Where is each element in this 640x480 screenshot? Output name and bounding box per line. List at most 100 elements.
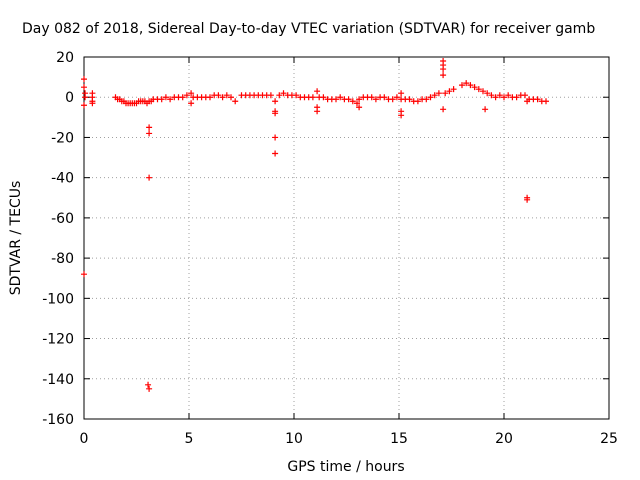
y-tick-label: 20 (56, 50, 74, 66)
y-tick-label: -160 (42, 412, 74, 428)
data-point (406, 96, 413, 103)
data-point (188, 100, 195, 107)
data-point (543, 98, 549, 105)
data-point (467, 82, 474, 89)
data-point (81, 102, 87, 109)
y-tick-label: -120 (42, 332, 74, 348)
chart-title: Day 082 of 2018, Sidereal Day-to-day VTE… (22, 21, 595, 37)
x-tick-label: 15 (390, 431, 408, 447)
x-tick-label: 25 (600, 431, 618, 447)
data-point (146, 124, 153, 131)
data-point (496, 92, 503, 99)
data-point (293, 92, 300, 99)
x-axis-label: GPS time / hours (287, 459, 404, 475)
data-point (167, 96, 174, 103)
data-points (81, 58, 549, 392)
data-point (482, 106, 489, 113)
data-point (207, 94, 213, 101)
data-point (232, 98, 239, 105)
data-point (372, 96, 379, 103)
data-point (309, 94, 316, 101)
data-point (219, 94, 226, 101)
data-point (475, 86, 482, 93)
data-point (81, 84, 87, 91)
x-tick-label: 5 (185, 431, 194, 447)
x-tick-label: 20 (495, 431, 513, 447)
data-point (423, 96, 430, 103)
data-point (505, 92, 512, 99)
data-point (146, 174, 153, 181)
data-point (183, 92, 190, 99)
data-point (276, 92, 283, 99)
data-point (488, 92, 495, 99)
data-point (272, 134, 279, 141)
data-point (450, 86, 457, 93)
data-point (188, 90, 195, 97)
data-point (158, 96, 165, 103)
y-tick-label: 0 (65, 90, 74, 106)
data-point (345, 96, 352, 103)
data-point (480, 88, 486, 95)
data-point (179, 94, 186, 101)
data-point (440, 72, 447, 79)
data-point (280, 90, 287, 97)
data-point (431, 92, 438, 99)
data-point (501, 94, 507, 101)
plot-frame (83, 56, 610, 420)
data-point (522, 92, 528, 99)
y-tick-label: -40 (51, 171, 74, 187)
data-point (442, 90, 449, 97)
data-point (463, 80, 470, 87)
data-point (89, 100, 96, 107)
y-axis-label: SDTVAR / TECUs (8, 181, 24, 296)
y-tick-label: -80 (51, 251, 74, 267)
data-point (459, 82, 465, 89)
data-point (215, 92, 222, 99)
data-point (145, 381, 152, 388)
data-point (440, 66, 447, 73)
data-point (267, 92, 274, 99)
data-point (414, 98, 421, 105)
data-point (513, 94, 520, 101)
data-point (223, 92, 230, 99)
data-point (440, 106, 447, 113)
data-point (446, 88, 453, 95)
data-point (314, 88, 321, 95)
data-point (349, 98, 356, 105)
data-point (393, 94, 400, 101)
data-point (337, 94, 344, 101)
x-axis: 0 5 10 15 20 25 (80, 57, 618, 447)
x-tick-label: 0 (80, 431, 89, 447)
data-point (354, 100, 360, 107)
data-point (435, 90, 442, 97)
data-point (314, 108, 321, 115)
data-point (81, 76, 87, 83)
data-point (272, 98, 279, 105)
data-point (398, 112, 405, 119)
data-point (381, 94, 388, 101)
y-tick-label: -100 (42, 291, 74, 307)
data-point (534, 96, 541, 103)
y-tick-label: -60 (51, 211, 74, 227)
y-tick-label: -20 (51, 130, 74, 146)
data-point (228, 94, 234, 101)
y-tick-label: -140 (42, 372, 74, 388)
data-point (81, 271, 87, 278)
data-point (162, 94, 169, 101)
data-point (272, 110, 279, 117)
data-point (146, 385, 153, 392)
data-point (398, 90, 405, 97)
data-point (272, 150, 279, 157)
data-point (333, 96, 339, 103)
data-point (356, 104, 363, 111)
data-point (320, 94, 327, 101)
data-point (484, 90, 491, 97)
data-point (389, 96, 396, 103)
data-point (146, 130, 153, 137)
data-point (356, 96, 363, 103)
data-point (471, 84, 478, 91)
x-tick-label: 10 (285, 431, 303, 447)
data-point (82, 94, 89, 101)
data-point (524, 196, 531, 203)
